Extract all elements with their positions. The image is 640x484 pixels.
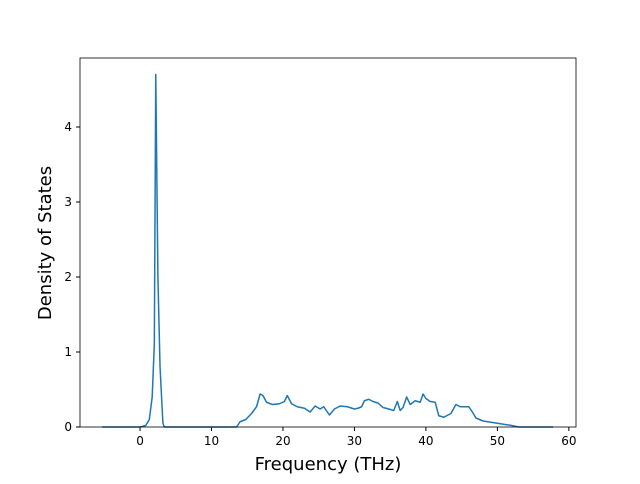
y-tick-label: 4	[64, 120, 72, 134]
y-tick-label: 3	[64, 195, 72, 209]
x-tick-label: 30	[347, 434, 362, 448]
y-tick-label: 0	[64, 420, 72, 434]
y-axis-label: Density of States	[35, 166, 56, 320]
line	[102, 73, 554, 428]
x-tick-label: 50	[490, 434, 505, 448]
x-tick-label: 0	[136, 434, 144, 448]
y-tick-label: 2	[64, 270, 72, 284]
y-tick-label: 1	[64, 345, 72, 359]
x-tick-label: 20	[275, 434, 290, 448]
plot-frame	[79, 57, 577, 428]
x-tick-label: 40	[418, 434, 433, 448]
x-axis-label: Frequency (THz)	[255, 454, 402, 475]
x-tick-label: 10	[204, 434, 219, 448]
x-tick-label: 60	[561, 434, 576, 448]
